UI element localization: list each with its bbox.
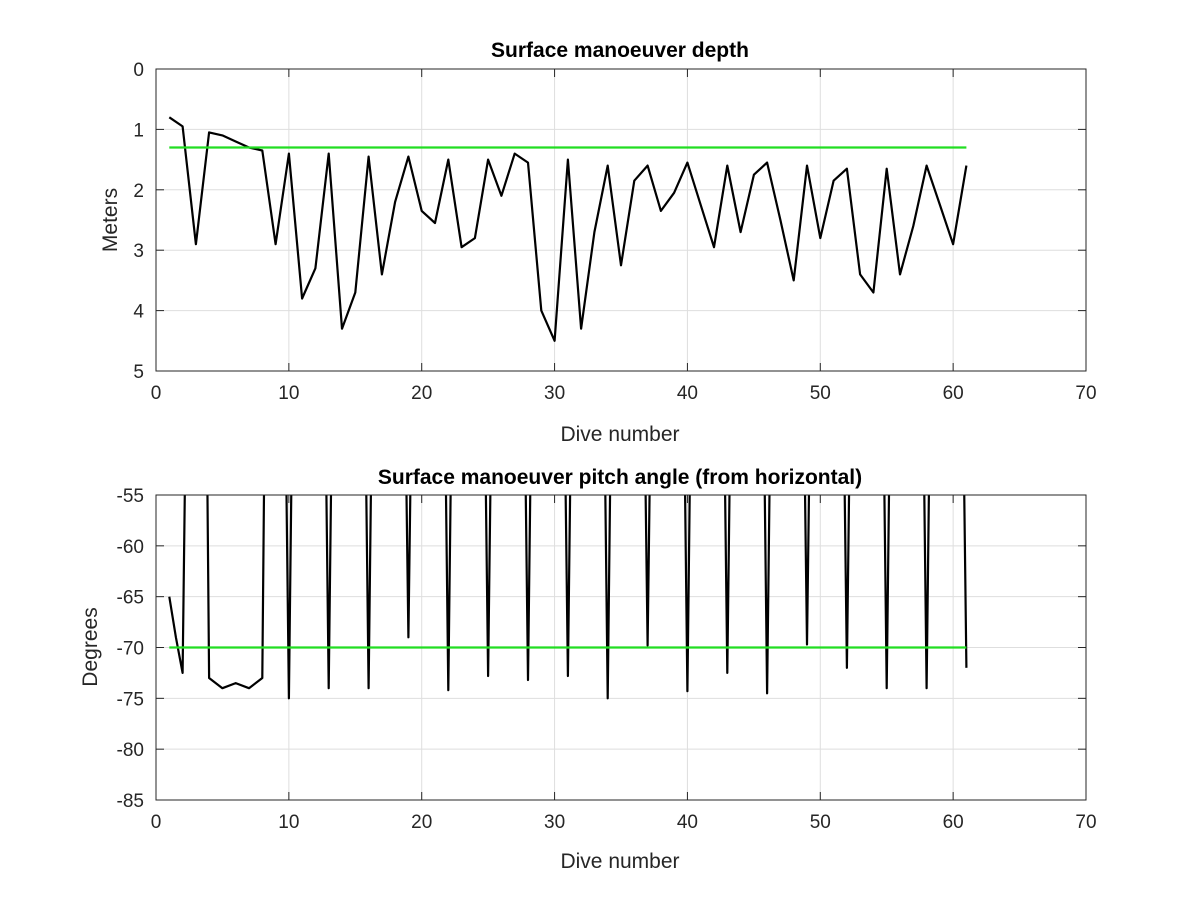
depth-chart-axes-frame — [155, 68, 1087, 372]
depth-chart-xtick-label: 50 — [810, 383, 831, 404]
depth-chart-ytick-label: 4 — [133, 302, 144, 323]
pitch-chart-ytick-label: -75 — [117, 689, 144, 710]
pitch-chart-xtick-label: 50 — [810, 812, 831, 833]
depth-chart-xtick-label: 60 — [943, 383, 964, 404]
depth-chart-ytick-label: 3 — [133, 241, 144, 262]
depth-chart-ylabel: Meters — [99, 188, 122, 252]
pitch-chart-xtick-label: 60 — [943, 812, 964, 833]
depth-chart-xtick-label: 0 — [151, 383, 162, 404]
depth-chart-title: Surface manoeuver depth — [491, 39, 749, 62]
pitch-chart-xtick-label: 30 — [544, 812, 565, 833]
pitch-chart-xtick-label: 10 — [278, 812, 299, 833]
pitch-chart-ytick-label: -65 — [117, 588, 144, 609]
pitch-chart-xlabel: Dive number — [560, 850, 679, 873]
pitch-chart-ytick-label: -70 — [117, 639, 144, 660]
pitch-chart-xtick-label: 0 — [151, 812, 162, 833]
depth-chart-plot-area — [156, 69, 1086, 371]
pitch-chart-xtick-label: 20 — [411, 812, 432, 833]
depth-chart-xtick-label: 30 — [544, 383, 565, 404]
depth-chart-series-0-line — [168, 116, 968, 342]
depth-chart-ytick-label: 0 — [133, 60, 144, 81]
depth-chart-ytick-label: 1 — [133, 120, 144, 141]
pitch-chart-ytick-label: -55 — [117, 486, 144, 507]
depth-chart-ytick-label: 5 — [133, 362, 144, 383]
pitch-chart-ylabel: Degrees — [79, 607, 102, 686]
depth-chart-xtick-label: 40 — [677, 383, 698, 404]
depth-chart-xlabel: Dive number — [560, 423, 679, 446]
pitch-chart-ytick-label: -80 — [117, 740, 144, 761]
pitch-chart: Surface manoeuver pitch angle (from hori… — [79, 466, 1097, 873]
pitch-chart-ytick-label: -60 — [117, 537, 144, 558]
pitch-chart-xtick-label: 40 — [677, 812, 698, 833]
pitch-chart-ytick-label: -85 — [117, 791, 144, 812]
pitch-chart-series-0-line — [168, 495, 968, 700]
pitch-chart-xtick-label: 70 — [1075, 812, 1096, 833]
pitch-chart-title: Surface manoeuver pitch angle (from hori… — [378, 466, 862, 489]
depth-chart-xtick-label: 10 — [278, 383, 299, 404]
depth-chart: Surface manoeuver depth Dive number Mete… — [99, 39, 1097, 446]
depth-chart-xtick-label: 70 — [1075, 383, 1096, 404]
depth-chart-ytick-label: 2 — [133, 181, 144, 202]
depth-chart-xtick-label: 20 — [411, 383, 432, 404]
